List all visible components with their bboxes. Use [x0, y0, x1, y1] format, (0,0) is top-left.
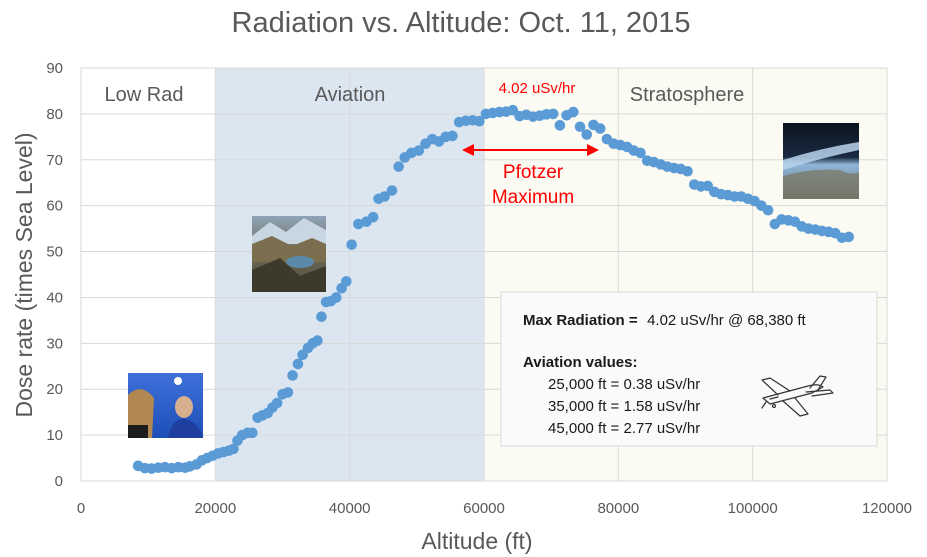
info-aviation-heading: Aviation values: [523, 354, 637, 371]
airplane-icon [761, 375, 834, 417]
selfie-photo [128, 373, 203, 438]
mountain-photo [252, 216, 326, 292]
data-point [367, 211, 379, 223]
data-point [843, 231, 855, 243]
region-label-low-rad: Low Rad [105, 84, 184, 106]
info-max-line: Max Radiation = 4.02 uSv/hr @ 68,380 ft [523, 312, 807, 329]
data-point [635, 147, 646, 159]
data-points [132, 104, 855, 474]
x-tick-label: 80000 [597, 500, 639, 517]
earth-horizon-photo [783, 123, 859, 199]
y-tick-label: 80 [46, 106, 63, 123]
data-point [682, 165, 693, 177]
data-point [341, 276, 352, 287]
info-box-frame [500, 291, 878, 447]
info-box: Max Radiation = 4.02 uSv/hr @ 68,380 ft … [500, 291, 878, 447]
data-point [386, 185, 398, 196]
y-tick-label: 20 [46, 381, 63, 398]
x-tick-label: 40000 [329, 500, 371, 517]
data-point [568, 106, 579, 118]
data-point [228, 443, 239, 455]
data-point [393, 161, 404, 172]
y-tick-label: 60 [46, 198, 63, 215]
info-aviation-line-3: 45,000 ft = 2.77 uSv/hr [548, 420, 700, 437]
info-max-label: Max Radiation = [523, 312, 638, 329]
data-point [292, 358, 304, 370]
y-tick-label: 40 [46, 289, 63, 306]
x-tick-label: 20000 [194, 500, 236, 517]
info-max-value: 4.02 uSv/hr @ 68,380 ft [647, 312, 806, 329]
x-tick-label: 60000 [463, 500, 505, 517]
data-point [282, 387, 294, 398]
x-tick-labels: 0 20000 40000 60000 80000 100000 120000 [77, 500, 912, 517]
y-tick-label: 30 [46, 335, 63, 352]
y-tick-label: 70 [46, 152, 63, 169]
plot-area-border [80, 67, 888, 482]
y-tick-label: 50 [46, 244, 63, 261]
data-point [547, 108, 559, 120]
y-tick-labels: 0 10 20 30 40 50 60 70 80 90 [46, 60, 63, 490]
data-point [554, 120, 566, 131]
x-tick-label: 100000 [728, 500, 778, 517]
x-tick-label: 0 [77, 500, 85, 517]
info-aviation-line-1: 25,000 ft = 0.38 uSv/hr [548, 376, 700, 393]
y-axis-title: Dose rate (times Sea Level) [11, 132, 37, 417]
peak-dose-label: 4.02 uSv/hr [499, 80, 576, 97]
data-point [379, 191, 390, 202]
data-point [473, 115, 485, 127]
data-point [330, 292, 342, 303]
data-point [574, 121, 586, 133]
info-aviation-line-2: 35,000 ft = 1.58 uSv/hr [548, 398, 700, 415]
pfotzer-arrow [462, 144, 599, 156]
data-point [316, 311, 327, 323]
region-label-aviation: Aviation [315, 84, 386, 106]
data-point [346, 239, 357, 250]
pfotzer-label-line-2: Maximum [492, 187, 574, 208]
y-tick-label: 0 [55, 473, 63, 490]
y-tick-label: 90 [46, 60, 63, 77]
chart-title: Radiation vs. Altitude: Oct. 11, 2015 [232, 7, 691, 39]
x-tick-label: 120000 [862, 500, 912, 517]
data-point [246, 427, 258, 439]
data-point [594, 123, 606, 134]
y-tick-label: 10 [46, 427, 63, 444]
data-point [581, 129, 593, 140]
region-label-stratosphere: Stratosphere [630, 84, 745, 106]
data-point [287, 370, 298, 381]
data-point [312, 335, 323, 346]
data-point [271, 397, 283, 409]
data-point [447, 130, 458, 142]
pfotzer-label-line-1: Pfotzer [503, 162, 564, 183]
data-point [413, 145, 425, 156]
data-point [762, 204, 774, 216]
data-point [353, 218, 364, 230]
x-axis-title: Altitude (ft) [421, 528, 532, 554]
